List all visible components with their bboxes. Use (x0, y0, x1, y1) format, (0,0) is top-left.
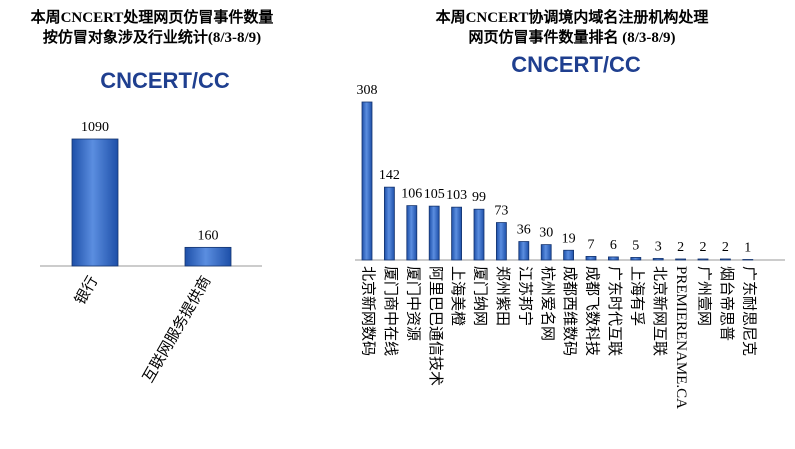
x-tick-label: 江苏邦宁 (516, 266, 533, 326)
bar (540, 244, 552, 261)
bar (697, 258, 709, 261)
value-label: 106 (401, 187, 422, 202)
x-tick-label: 北京新网数码 (360, 266, 377, 356)
bar (585, 256, 597, 261)
x-tick-label: 厦门中资源 (404, 266, 421, 341)
value-label: 5 (632, 238, 639, 253)
x-tick-label: 上海美橙 (449, 266, 466, 326)
x-tick-label: 阿里巴巴通信技术 (427, 266, 444, 386)
value-label: 19 (562, 231, 576, 246)
x-tick-label: 广东时代互联 (606, 266, 623, 356)
x-tick-label: 广州壹网 (696, 266, 713, 326)
x-tick-label: 广东耐思尼克 (740, 266, 757, 356)
chart-title: 本周CNCERT处理网页仿冒事件数量 (31, 8, 274, 26)
bar (361, 101, 373, 261)
value-label: 105 (424, 187, 445, 202)
bar (428, 205, 440, 261)
value-label: 142 (379, 168, 400, 183)
bar (742, 259, 754, 261)
bar (383, 186, 395, 261)
bar (608, 256, 619, 261)
bar (563, 249, 574, 261)
chart-title: 网页仿冒事件数量排名 (8/3-8/9) (468, 28, 675, 46)
x-tick-label: PREMIERENAME.CA (673, 266, 689, 409)
logo: CNCERT/CC (100, 68, 230, 93)
x-tick-label: 北京新网互联 (651, 266, 668, 356)
x-tick-label: 银行 (72, 273, 102, 307)
bar (184, 246, 232, 267)
chart-title: 本周CNCERT协调境内域名注册机构处理 (436, 8, 709, 26)
value-label: 1 (744, 240, 751, 255)
x-tick-label: 厦门纳网 (472, 266, 489, 326)
value-label: 6 (610, 238, 617, 253)
bar (406, 205, 418, 261)
bar (473, 208, 485, 261)
value-label: 160 (198, 228, 219, 243)
value-label: 1090 (81, 120, 109, 135)
bar (451, 206, 463, 261)
value-label: 3 (655, 239, 662, 254)
x-tick-label: 上海有孚 (628, 266, 645, 326)
value-label: 73 (494, 204, 508, 219)
x-tick-label: 成都西维数码 (561, 266, 578, 356)
bar (675, 258, 686, 261)
bar (71, 138, 119, 267)
x-tick-label: 成都飞数科技 (584, 266, 601, 356)
bar (630, 257, 642, 261)
x-tick-label: 烟台帝思普 (718, 266, 735, 341)
value-label: 30 (539, 226, 553, 241)
value-label: 308 (357, 83, 378, 98)
value-label: 2 (700, 240, 707, 255)
value-label: 7 (588, 237, 595, 252)
bar (720, 258, 731, 261)
x-tick-label: 互联网服务提供商 (140, 273, 215, 385)
value-label: 103 (446, 188, 467, 203)
logo: CNCERT/CC (511, 52, 641, 77)
value-label: 2 (722, 240, 729, 255)
value-label: 36 (517, 223, 531, 238)
chart-title: 按仿冒对象涉及行业统计(8/3-8/9) (43, 28, 261, 46)
bar (652, 258, 664, 261)
bar (495, 222, 507, 261)
value-label: 99 (472, 190, 486, 205)
x-tick-label: 郑州紫田 (494, 266, 511, 326)
x-tick-label: 厦门商中在线 (382, 266, 399, 356)
value-label: 2 (677, 240, 684, 255)
x-tick-label: 杭州爱名网 (539, 266, 556, 341)
bar (518, 241, 530, 261)
